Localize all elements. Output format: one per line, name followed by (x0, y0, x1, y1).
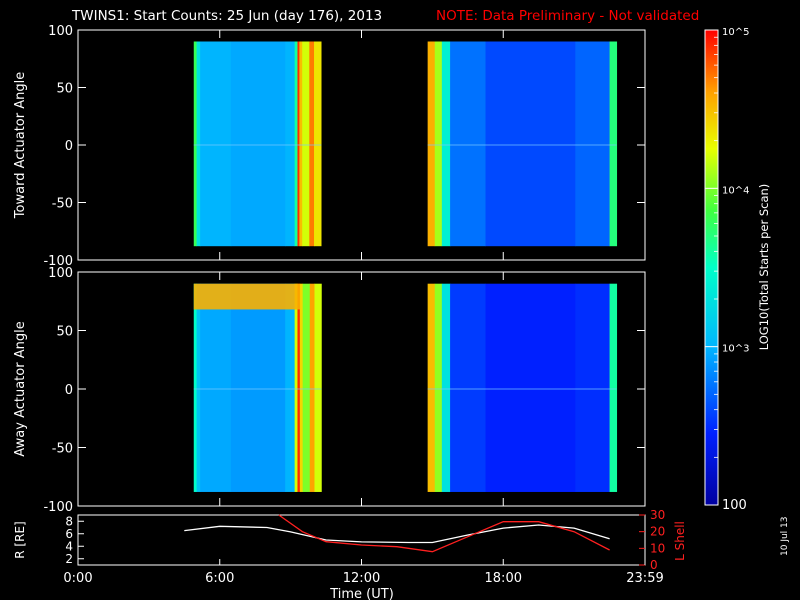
heatmap-column (285, 283, 296, 492)
colorbar-tick-label: 10^4 (722, 185, 749, 196)
heatmap-top-band (193, 283, 301, 310)
heatmap-column (575, 283, 610, 492)
heatmap-column (200, 41, 232, 247)
y-tick-label: 50 (56, 325, 73, 340)
y-tick-label: -50 (52, 197, 73, 212)
x-tick-label: 0:00 (63, 571, 92, 586)
y-tick-label: -100 (43, 254, 73, 269)
orbit-lines (184, 514, 610, 553)
heatmap-column (285, 41, 296, 247)
heatmap-column (230, 41, 286, 247)
heatmap-column (309, 41, 315, 247)
away-heatmap-data (193, 283, 618, 492)
r-axis-label: R [RE] (13, 521, 27, 558)
heatmap-column (485, 283, 576, 492)
heatmap-column (609, 283, 618, 492)
away-y-ticks: 100 50 0 -50 -100 (43, 266, 646, 515)
r-tick-label: 4 (65, 539, 73, 553)
away-angle-panel: 100 50 0 -50 -100 Away Actuator Angle (13, 266, 646, 515)
date-stamp: 10 Jul 13 (780, 517, 790, 557)
r-tick-label: 8 (65, 514, 73, 528)
lshell-tick-label: 0 (650, 558, 658, 572)
x-tick-label: 6:00 (205, 571, 234, 586)
r-tick-label: 2 (65, 552, 73, 566)
heatmap-column (299, 283, 304, 492)
colorbar-gradient (704, 29, 719, 506)
heatmap-column (427, 41, 436, 247)
y-tick-label: 100 (48, 266, 73, 281)
heatmap-column (297, 283, 301, 492)
heatmap-column (193, 283, 197, 492)
heatmap-column (302, 41, 310, 247)
y-tick-label: 0 (65, 139, 73, 154)
heatmap-column (427, 283, 436, 492)
lshell-tick-label: 30 (650, 508, 665, 522)
heatmap-column (196, 41, 201, 247)
heatmap-column (441, 41, 451, 247)
y-tick-label: 50 (56, 82, 73, 97)
heatmap-column (193, 41, 197, 247)
y-tick-label: -100 (43, 500, 73, 515)
heatmap-column (200, 283, 232, 492)
x-tick-label: 23:59 (626, 571, 663, 586)
lshell-axis-label: L Shell (673, 521, 687, 561)
r-tick-label: 6 (65, 527, 73, 541)
heatmap-column (434, 283, 443, 492)
y-tick-label: -50 (52, 442, 73, 457)
heatmap-column (299, 41, 303, 247)
heatmap-column (485, 41, 576, 247)
x-tick-label: 12:00 (343, 571, 380, 586)
heatmap-column (230, 283, 286, 492)
colorbar-tick-label: 10^3 (722, 344, 749, 355)
r-series-line (184, 524, 610, 544)
orbit-panel-frame (77, 514, 646, 566)
toward-y-axis-label: Toward Actuator Angle (13, 72, 28, 219)
heatmap-column (294, 41, 298, 247)
heatmap-column (297, 41, 300, 247)
chart-title: TWINS1: Start Counts: 25 Jun (day 176), … (71, 8, 382, 24)
lshell-tick-label: 20 (650, 525, 665, 539)
heatmap-column (196, 283, 201, 492)
heatmap-column (309, 283, 315, 492)
heatmap-column (450, 283, 486, 492)
heatmap-column (434, 41, 443, 247)
heatmap-column (314, 283, 322, 492)
lshell-tick-label: 10 (650, 541, 665, 555)
away-y-axis-label: Away Actuator Angle (13, 321, 28, 456)
preliminary-note: NOTE: Data Preliminary - Not validated (436, 8, 699, 24)
lshell-series-line (278, 514, 610, 553)
time-axis: 0:00 6:00 12:00 18:00 23:59 (63, 571, 663, 586)
heatmap-column (294, 283, 298, 492)
toward-angle-panel: 100 50 0 -50 -100 Toward Actuator Angle (13, 24, 646, 269)
heatmap-column (314, 41, 322, 247)
colorbar-tick-label: 100 (722, 498, 747, 513)
colorbar: 100 10^3 10^4 10^5 LOG10(Total Starts per S… (704, 27, 771, 513)
toward-y-ticks: 100 50 0 -50 -100 (43, 24, 646, 269)
colorbar-tick-label: 10^5 (722, 27, 749, 38)
colorbar-label: LOG10(Total Starts per Scan) (757, 184, 771, 351)
heatmap-column (450, 41, 486, 247)
toward-heatmap-data (193, 41, 618, 247)
heatmap-column (441, 283, 451, 492)
heatmap-column (302, 283, 311, 492)
heatmap-column (609, 41, 618, 247)
x-tick-label: 18:00 (485, 571, 522, 586)
colorbar-ticks: 100 10^3 10^4 10^5 (705, 27, 749, 513)
y-tick-label: 0 (65, 383, 73, 398)
y-tick-label: 100 (48, 24, 73, 39)
heatmap-column (575, 41, 610, 247)
time-axis-label: Time (UT) (329, 587, 394, 600)
